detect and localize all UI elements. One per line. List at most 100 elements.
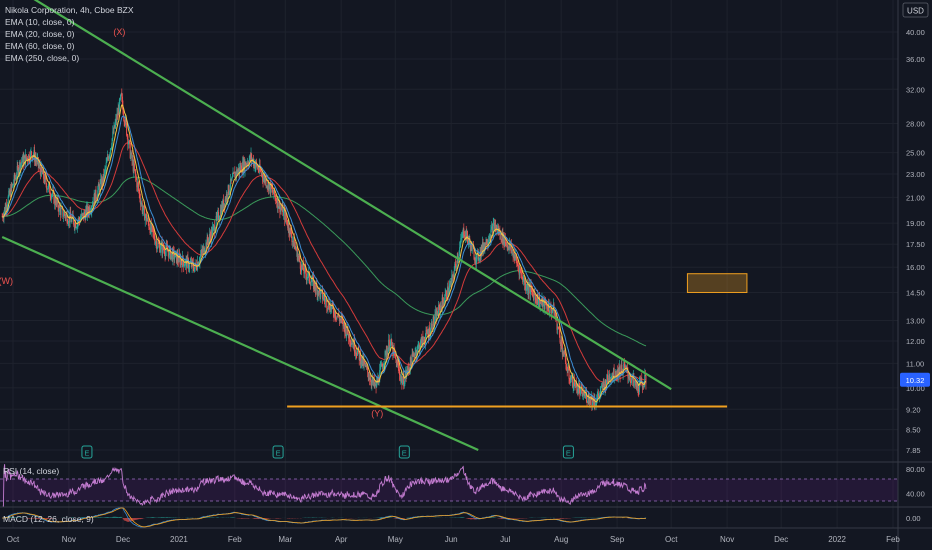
candle-body — [438, 305, 440, 315]
price-tick-label: 19.00 — [906, 219, 925, 228]
currency-badge[interactable]: USD — [902, 2, 929, 18]
candle-body — [229, 189, 231, 193]
candle-body — [559, 334, 561, 343]
candle-body — [515, 255, 517, 259]
candle-body — [643, 386, 645, 388]
candle-body — [620, 364, 622, 374]
candle-body — [466, 230, 468, 240]
earnings-marker-box[interactable] — [398, 445, 410, 459]
candle-body — [206, 242, 208, 249]
candle-body — [522, 279, 524, 283]
candle-body — [105, 162, 107, 168]
candle-body — [638, 391, 640, 392]
candle-body — [317, 291, 319, 296]
candle-body — [478, 258, 480, 260]
earnings-marker-box[interactable] — [272, 445, 284, 459]
candle-body — [263, 175, 265, 178]
price-tick-label: 7.85 — [906, 446, 921, 455]
candle-body — [332, 302, 334, 307]
lower-trendline[interactable] — [1, 235, 479, 452]
candle-body — [158, 243, 160, 245]
candle-body — [286, 219, 288, 226]
ema-20-line — [2, 115, 647, 400]
candle-body — [180, 259, 182, 263]
candle-body — [276, 201, 278, 207]
candle-body — [244, 161, 246, 171]
candle-body — [146, 220, 148, 222]
candle-body — [427, 333, 429, 335]
candle-body — [523, 277, 525, 280]
candle-body — [516, 262, 518, 264]
candle-body — [560, 342, 562, 346]
last-price-badge[interactable] — [900, 372, 930, 387]
candle-body — [342, 319, 344, 327]
candle-body — [347, 333, 349, 339]
candle-body — [246, 162, 248, 165]
candle-body — [194, 267, 196, 272]
candle-body — [212, 226, 214, 228]
candle-body — [263, 177, 265, 182]
candle-body — [378, 382, 380, 384]
candle-body — [291, 236, 293, 243]
candle-body — [415, 350, 417, 354]
candle-body — [88, 207, 90, 215]
candle-body — [485, 239, 487, 246]
candle-body — [623, 364, 625, 365]
candle-body — [118, 99, 120, 114]
candle-body — [382, 366, 384, 370]
candle-body — [299, 255, 301, 262]
upper-trendline[interactable] — [29, 0, 672, 391]
drawing-group[interactable] — [1, 0, 748, 452]
candle-body — [451, 274, 453, 276]
candle-body — [542, 297, 544, 307]
candle-body — [481, 242, 483, 252]
candle-body — [32, 154, 34, 156]
candle-body — [608, 375, 610, 381]
candle-body — [151, 225, 153, 231]
candle-body — [495, 225, 497, 231]
candle-body — [420, 340, 422, 348]
candle-body — [108, 155, 110, 160]
candle-body — [50, 195, 52, 199]
candle-body — [218, 219, 220, 221]
candle-body — [644, 374, 646, 386]
earnings-marker-box[interactable] — [562, 445, 574, 459]
candle-body — [188, 259, 190, 269]
candle-body — [535, 298, 537, 300]
candle-body — [603, 383, 605, 386]
candle-body — [180, 259, 182, 265]
candle-body — [202, 248, 204, 253]
candle-body — [529, 284, 531, 295]
candle-body — [452, 274, 454, 278]
candle-body — [43, 170, 45, 179]
candle-body — [236, 169, 238, 175]
candle-body — [287, 223, 289, 229]
candle-body — [157, 242, 159, 244]
candle-body — [447, 286, 449, 300]
candle-body — [106, 156, 108, 161]
candle-body — [212, 227, 214, 236]
drawings-layer[interactable] — [1, 0, 748, 452]
candle-body — [429, 327, 431, 338]
candle-body — [361, 356, 363, 365]
target-box[interactable] — [686, 273, 748, 293]
time-axis[interactable]: Oct Nov Dec 2021 Feb Mar Apr May Jun Jul Aug Sep Oct… — [7, 535, 901, 544]
price-axis[interactable]: 7.85 8.50 9.20 10.00 11.00 12.00 13.00 14.50 16.… — [900, 28, 930, 523]
candle-body — [450, 281, 452, 285]
candle-body — [405, 371, 407, 377]
candle-body — [138, 185, 140, 191]
candle-body — [49, 183, 51, 194]
candle-body — [377, 376, 379, 383]
candle-body — [532, 292, 534, 294]
candle-body — [100, 178, 102, 188]
candle-body — [501, 239, 503, 242]
candle-body — [112, 131, 114, 139]
candle-body — [172, 249, 174, 261]
candle-body — [359, 352, 361, 360]
candle-body — [388, 339, 390, 349]
candle-body — [83, 212, 85, 219]
legend: Nikola Corporation, 4h, Cboe BZX EMA (10… — [3, 5, 134, 524]
candle-body — [385, 350, 387, 358]
earnings-marker-box[interactable] — [81, 445, 93, 459]
